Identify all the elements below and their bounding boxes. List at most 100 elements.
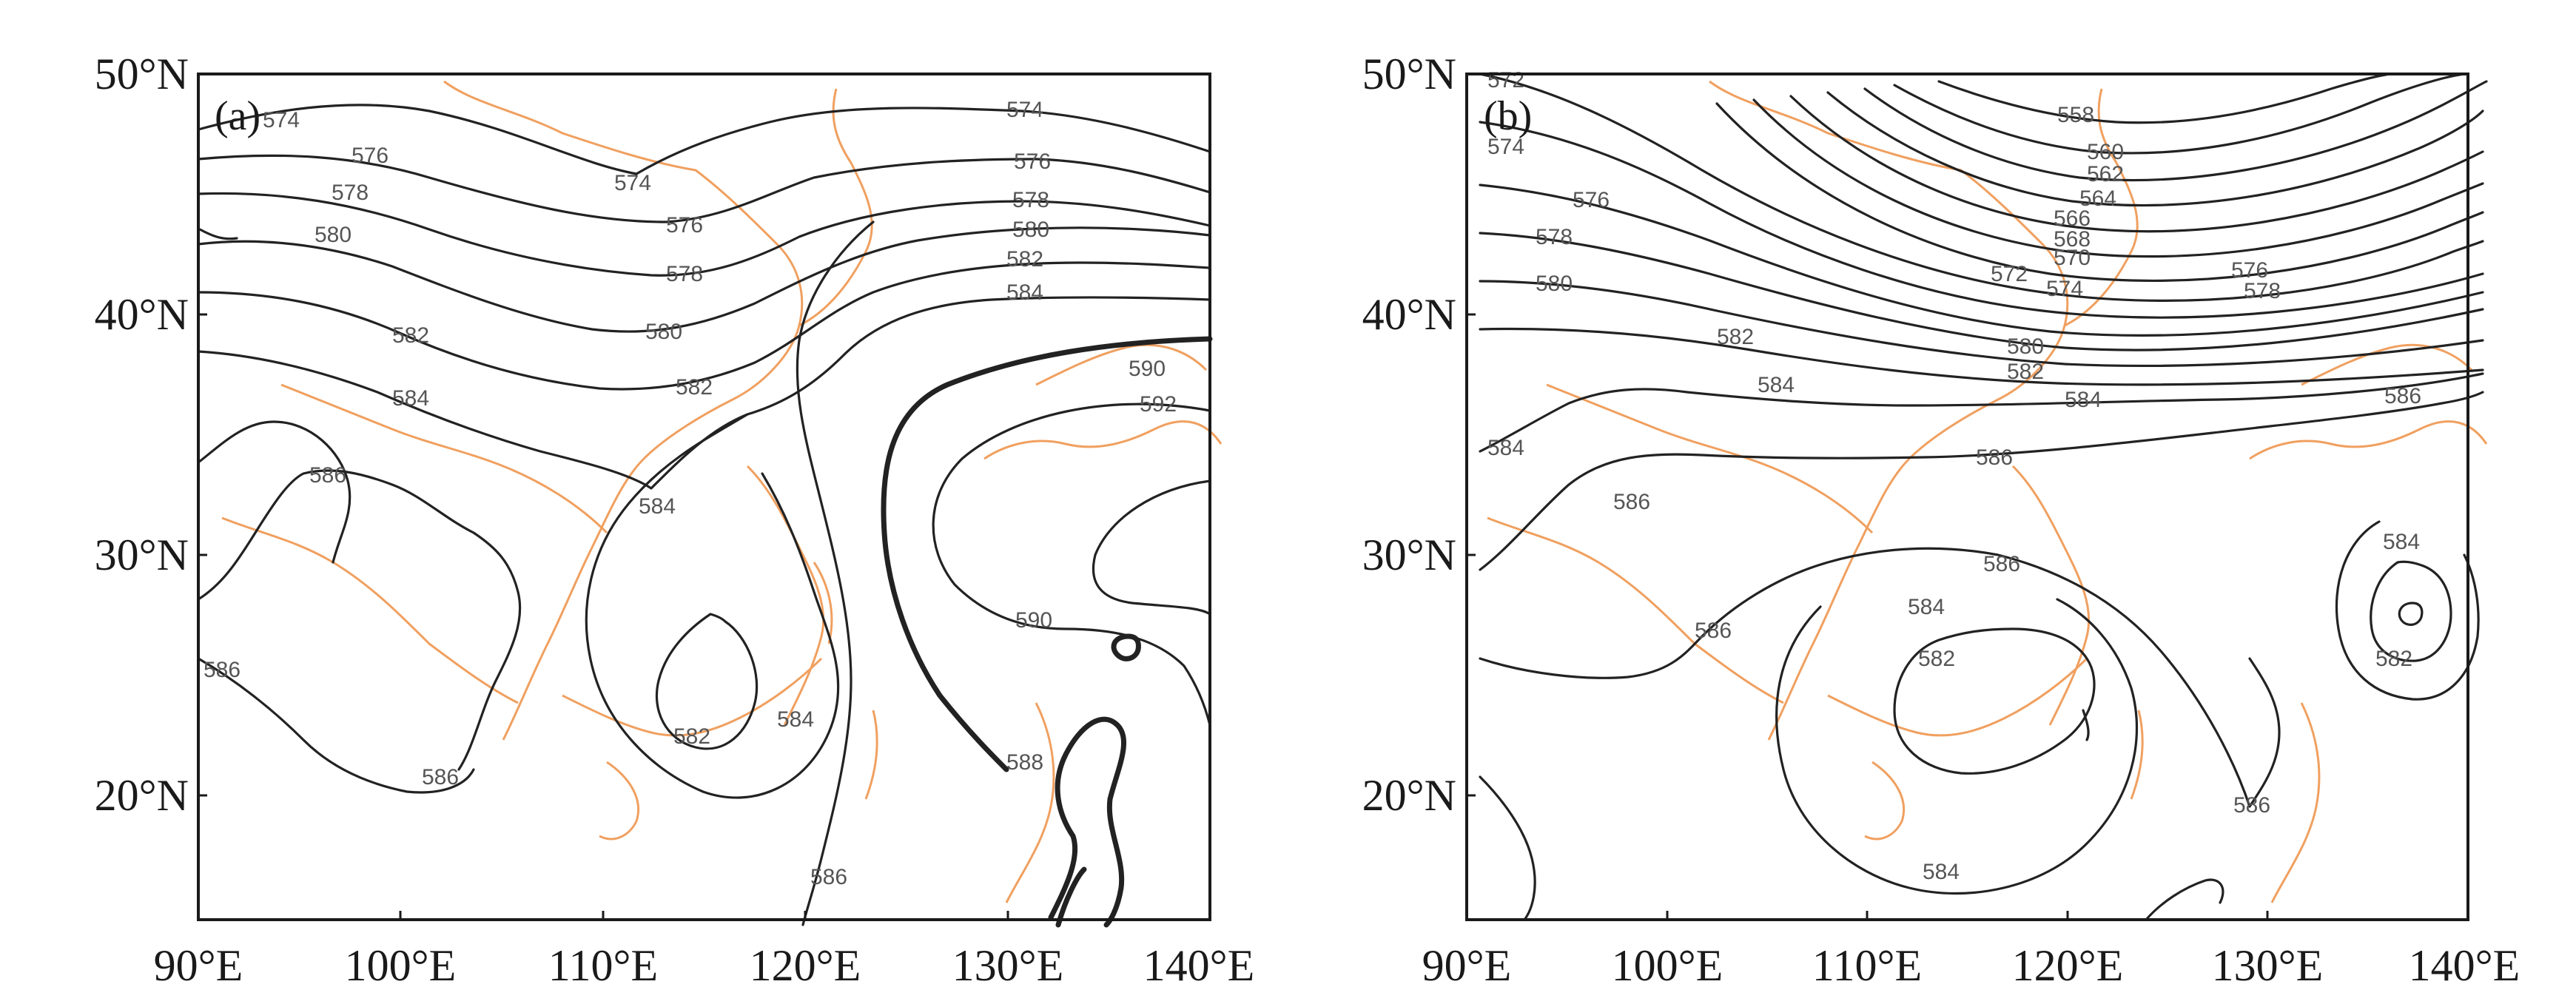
- contour-582-c-b: [1893, 627, 2096, 775]
- contour-label: 580: [2007, 334, 2044, 359]
- contour-label: 584: [639, 494, 676, 519]
- contour-584-b-a: [585, 413, 840, 799]
- contour-label: 558: [2057, 103, 2094, 127]
- contour-label: 574: [1006, 98, 1043, 122]
- contour-label: 578: [2244, 279, 2281, 303]
- x-tick-label: 90°E: [154, 941, 243, 990]
- contour-label: 578: [666, 262, 703, 286]
- contour-562-b: [1863, 80, 2488, 182]
- contour-label: 580: [645, 320, 682, 344]
- x-tick-label: 140°E: [2409, 941, 2520, 990]
- y-tick-label: 20°N: [1362, 771, 1456, 820]
- contour-label: 572: [1487, 68, 1524, 92]
- y-axis-b: 50°N 40°N 30°N 20°N: [1362, 50, 1476, 820]
- contour-582-b: [1479, 327, 2484, 386]
- contour-label: 578: [332, 181, 369, 205]
- contour-ring-b: [2398, 602, 2424, 626]
- contour-label: 582: [2007, 360, 2044, 384]
- contour-578-a: [197, 192, 1211, 277]
- contour-586-c-a: [796, 220, 875, 926]
- x-tick-label: 130°E: [952, 941, 1064, 990]
- contour-582-a: [197, 261, 1211, 391]
- contours-b: [1479, 73, 2488, 921]
- contour-labels-b: 572 574 576 578 580 582 584 584 586 586 …: [1487, 68, 2421, 884]
- contours-a: [197, 104, 1213, 928]
- contour-584-c-b: [1775, 598, 2139, 895]
- contour-564-b: [1826, 91, 2484, 207]
- contour-label: 582: [1717, 325, 1754, 349]
- contour-568-b: [1752, 98, 2484, 258]
- contour-label: 586: [309, 463, 346, 488]
- contour-572-b: [1479, 73, 2484, 302]
- contour-label: 582: [1918, 647, 1955, 671]
- y-tick-label: 20°N: [95, 771, 189, 820]
- contour-label: 574: [614, 171, 651, 195]
- contour-label: 562: [2087, 162, 2124, 186]
- coastline-borders-b: [1487, 80, 2488, 903]
- contour-582-b-a: [655, 613, 759, 750]
- contour-label: 588: [1006, 750, 1043, 775]
- contour-584-b: [1479, 372, 2484, 453]
- contour-label: 586: [204, 658, 241, 682]
- contour-592-a: [1092, 479, 1211, 616]
- contour-label: 582: [392, 323, 429, 348]
- contour-560-b: [1893, 73, 2466, 155]
- x-tick-label: 90°E: [1422, 941, 1512, 990]
- contour-label: 576: [2231, 258, 2268, 283]
- contour-label: 586: [1983, 552, 2020, 576]
- map-frame-b: [1465, 73, 2469, 921]
- contour-label: 584: [777, 707, 814, 732]
- contour-576-b: [1479, 183, 2484, 337]
- contour-label: 580: [315, 223, 352, 247]
- contour-586-a: [197, 420, 522, 794]
- x-tick-label: 100°E: [345, 941, 457, 990]
- y-tick-label: 50°N: [95, 50, 189, 98]
- contour-label: 586: [810, 865, 847, 889]
- contour-label: 580: [1012, 218, 1049, 242]
- panel-label-a: (a): [215, 93, 260, 139]
- contour-label: 584: [1006, 280, 1043, 305]
- y-axis-a: 50°N 40°N 30°N 20°N: [95, 50, 207, 820]
- contour-label: 576: [1573, 188, 1610, 212]
- contour-586-b: [1479, 391, 2484, 808]
- panel-a: 574 574 574 576 576 576 578 578 578 580 …: [95, 50, 1255, 990]
- contour-label: 582: [1006, 247, 1043, 272]
- contour-588-a: [881, 336, 1213, 772]
- y-tick-label: 40°N: [1362, 290, 1456, 339]
- contour-584-d-b: [2335, 520, 2480, 701]
- y-tick-label: 30°N: [95, 531, 189, 579]
- x-tick-label: 100°E: [1612, 941, 1724, 990]
- panel-b: 572 574 576 578 580 582 584 584 586 586 …: [1362, 50, 2520, 990]
- contour-578-b: [1479, 232, 2484, 351]
- contour-label: 584: [392, 386, 429, 411]
- contour-label: 586: [422, 765, 459, 789]
- contour-label: 584: [1908, 595, 1945, 619]
- contour-label: 570: [2054, 246, 2091, 270]
- contour-label: 586: [1976, 445, 2013, 470]
- contour-label: 586: [1613, 490, 1650, 514]
- contour-labels-a: 574 574 574 576 576 576 578 578 578 580 …: [204, 98, 1177, 889]
- map-frame-a: [197, 73, 1211, 921]
- contour-574-b: [1479, 121, 2484, 319]
- contour-label: 568: [2054, 227, 2091, 252]
- contour-558-b: [1937, 73, 2392, 124]
- contour-small-a: [198, 228, 238, 240]
- contour-label: 576: [666, 213, 703, 238]
- contour-570-b: [1715, 102, 2484, 282]
- contour-sw-b: [1479, 775, 1536, 921]
- x-tick-label: 110°E: [548, 941, 658, 990]
- contour-label: 574: [2046, 277, 2083, 301]
- contour-label: 584: [2383, 530, 2420, 554]
- contour-label: 590: [1129, 357, 1166, 381]
- y-tick-label: 40°N: [95, 290, 189, 339]
- contour-label: 590: [1015, 608, 1052, 633]
- contour-label: 586: [1695, 619, 1732, 643]
- contour-label: 576: [1014, 149, 1051, 174]
- contour-label: 586: [2233, 793, 2270, 818]
- contour-574-a: [197, 104, 1211, 175]
- x-tick-label: 140°E: [1143, 941, 1255, 990]
- x-axis-a: 90°E 100°E 110°E 120°E 130°E 140°E: [154, 911, 1255, 990]
- contour-label: 582: [673, 724, 710, 749]
- contour-label: 574: [1487, 135, 1524, 159]
